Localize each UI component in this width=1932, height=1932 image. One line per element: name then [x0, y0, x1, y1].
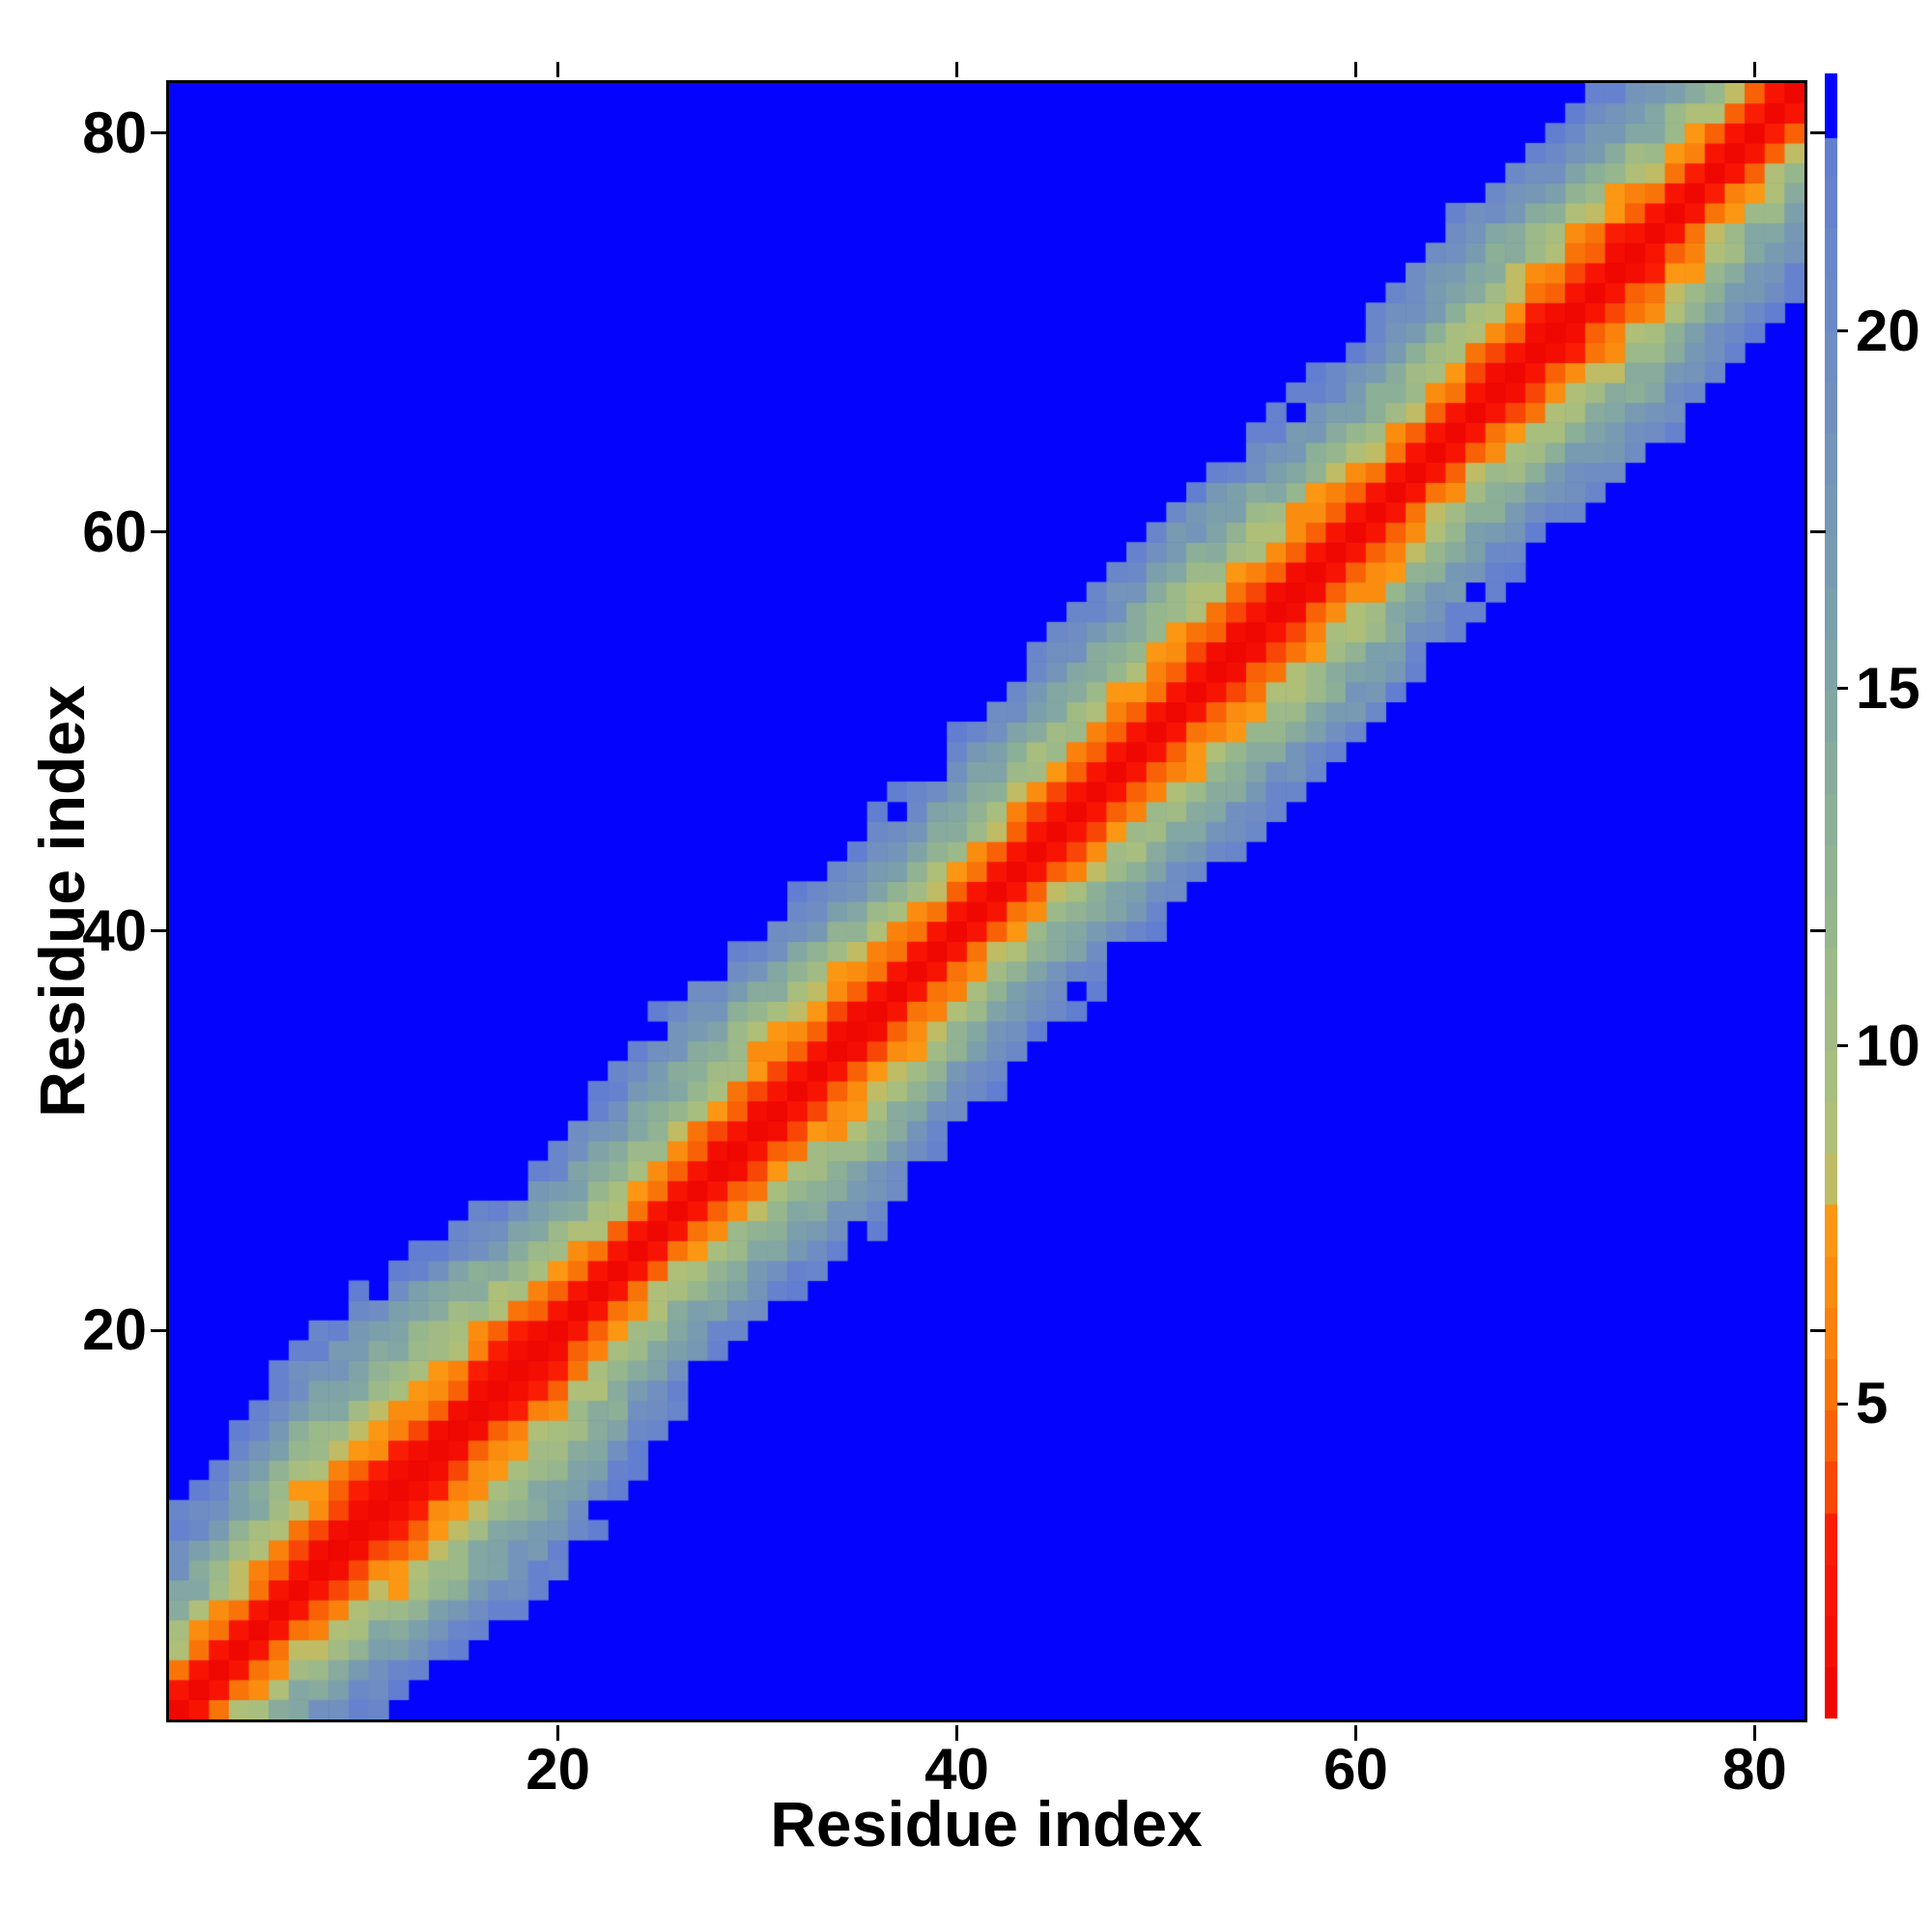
- x-tick-mark-top: [556, 62, 560, 77]
- y-tick-mark: [151, 929, 166, 933]
- x-tick-label: 80: [1722, 1737, 1787, 1802]
- y-tick-label: 80: [82, 99, 147, 165]
- y-tick-label: 20: [82, 1297, 147, 1363]
- y-tick-mark-right: [1810, 1328, 1826, 1332]
- y-tick-mark: [151, 1328, 166, 1332]
- colorbar-tick-label: 5: [1856, 1371, 1889, 1436]
- x-tick-mark-top: [1752, 62, 1756, 77]
- x-tick-mark: [1353, 1725, 1357, 1741]
- x-tick-label: 20: [526, 1737, 590, 1802]
- x-axis-title: Residue index: [770, 1788, 1203, 1860]
- colorbar-tick-label: 10: [1856, 1012, 1920, 1078]
- y-tick-label: 60: [82, 498, 147, 564]
- colorbar-tick-mark: [1837, 687, 1848, 691]
- x-tick-label: 40: [924, 1737, 989, 1802]
- colorbar-tick-mark: [1837, 1044, 1848, 1048]
- colorbar-tick-mark: [1837, 329, 1848, 333]
- colorbar-tick-label: 20: [1856, 298, 1920, 363]
- y-tick-label: 40: [82, 897, 147, 963]
- colorbar-tick-mark: [1837, 1402, 1848, 1406]
- y-tick-mark: [151, 530, 166, 534]
- x-tick-label: 60: [1323, 1737, 1388, 1802]
- y-tick-mark: [151, 131, 166, 135]
- x-tick-mark: [1752, 1725, 1756, 1741]
- colorbar: [1825, 73, 1837, 1719]
- colorbar-tick-label: 15: [1856, 655, 1920, 721]
- heatmap-canvas: [169, 83, 1804, 1719]
- x-tick-mark: [556, 1725, 560, 1741]
- y-tick-mark-right: [1810, 530, 1826, 534]
- y-tick-mark-right: [1810, 131, 1826, 135]
- x-tick-mark-top: [955, 62, 959, 77]
- x-tick-mark-top: [1353, 62, 1357, 77]
- x-tick-mark: [955, 1725, 959, 1741]
- y-tick-mark-right: [1810, 929, 1826, 933]
- plot-area: [166, 80, 1807, 1722]
